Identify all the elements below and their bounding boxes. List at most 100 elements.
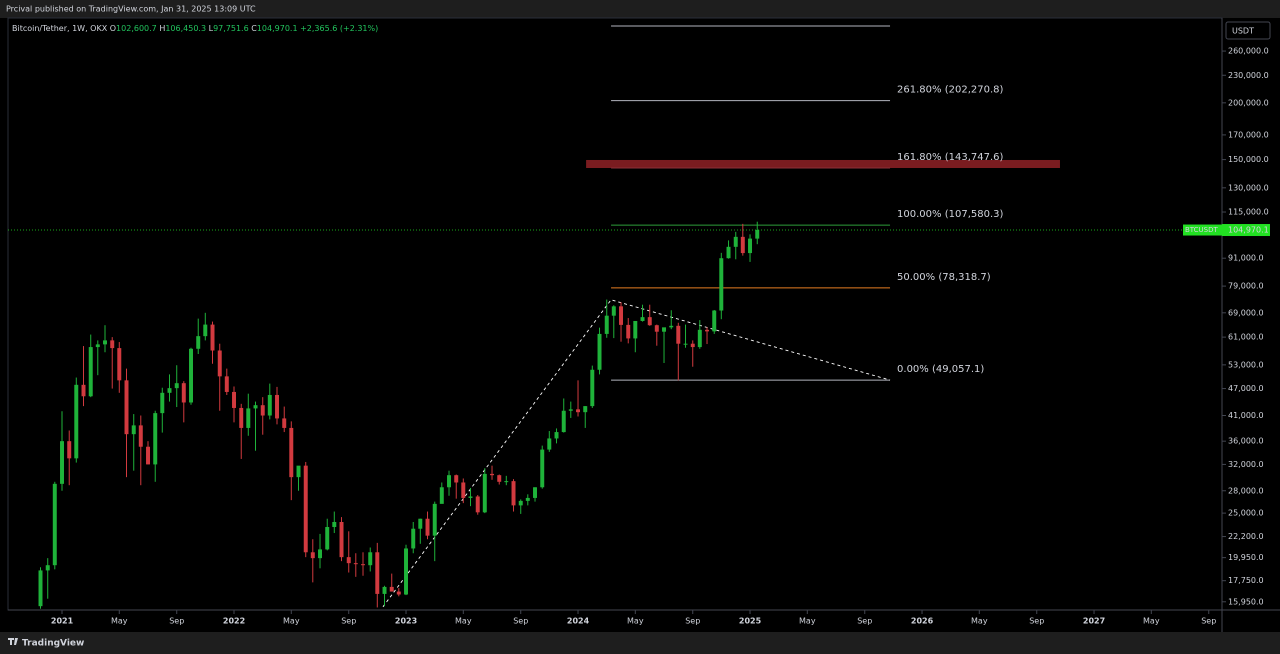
candle-body — [239, 407, 244, 428]
x-tick-label: Sep — [169, 617, 184, 626]
currency-box[interactable] — [1225, 21, 1271, 40]
x-tick-label: May — [799, 617, 816, 626]
legend: Bitcoin/Tether, 1W, OKX O102,600.7 H106,… — [12, 24, 378, 33]
candle-body — [368, 552, 373, 566]
candle-body — [224, 376, 229, 392]
candle-body — [189, 348, 193, 403]
candle-body — [561, 410, 566, 433]
x-tick-label: Sep — [685, 617, 700, 626]
candle-body — [755, 230, 760, 239]
candle-body — [60, 441, 64, 484]
candle-body — [669, 325, 674, 328]
bottom-bar — [0, 632, 1280, 654]
top-bar — [0, 0, 1280, 18]
candle-body — [583, 406, 588, 413]
candle-body — [167, 388, 172, 393]
candle-body — [52, 483, 57, 566]
candle-body — [260, 405, 265, 416]
y-tick-label: 61,000.0 — [1228, 333, 1264, 342]
candle-body — [67, 441, 72, 459]
candle-body — [461, 482, 466, 498]
candle-body — [719, 258, 724, 311]
candle-body — [81, 384, 86, 397]
candle-body — [396, 591, 401, 595]
candle-body — [468, 496, 473, 498]
candle-body — [712, 310, 717, 332]
candle-body — [418, 518, 423, 529]
candle-body — [533, 487, 538, 498]
ohlc-value: 97,751.6 — [213, 24, 249, 33]
candle-body — [153, 413, 158, 465]
y-tick-label: 200,000.0 — [1228, 98, 1269, 107]
y-tick-label: 15,950.0 — [1228, 597, 1264, 606]
y-tick-label: 53,000.0 — [1228, 360, 1264, 369]
fib-label: 100.00% (107,580.3) — [897, 209, 1003, 220]
x-tick-label: 2022 — [223, 617, 245, 626]
x-tick-label: May — [627, 617, 644, 626]
candle-body — [525, 497, 530, 501]
y-tick-label: 28,000.0 — [1228, 486, 1264, 495]
candle-body — [568, 409, 573, 411]
candle-body — [289, 427, 294, 478]
candle-body — [439, 487, 444, 504]
price-badge — [1222, 224, 1270, 237]
candle-body — [705, 329, 710, 332]
y-tick-label: 25,000.0 — [1228, 509, 1264, 518]
candle-body — [310, 552, 315, 559]
x-tick-label: 2024 — [567, 617, 590, 626]
ohlc-key: L — [208, 24, 214, 33]
x-tick-label: May — [455, 617, 472, 626]
candle-body — [683, 343, 688, 345]
candle-body — [447, 475, 452, 488]
candle-body — [339, 521, 344, 558]
candle-body — [554, 432, 559, 439]
x-tick-label: May — [111, 617, 128, 626]
candle-body — [196, 336, 201, 349]
candle-body — [475, 496, 480, 513]
y-tick-label: 230,000.0 — [1228, 71, 1269, 80]
x-tick-label: 2021 — [51, 617, 74, 626]
fib-label: 261.80% (202,270.8) — [897, 85, 1003, 96]
candle-body — [654, 325, 659, 332]
candle-body — [232, 391, 236, 408]
candle-body — [117, 348, 122, 381]
fib-label: 0.00% (49,057.1) — [897, 364, 984, 375]
change: +2,365.6 (+2.31%) — [300, 24, 379, 33]
candle-body — [74, 384, 79, 459]
candle-body — [267, 394, 272, 416]
candle-body — [482, 473, 487, 513]
candle-body — [619, 306, 624, 325]
x-tick-label: Sep — [1201, 617, 1216, 626]
candle-body — [590, 369, 595, 407]
candle-body — [389, 586, 394, 592]
ohlc-value: 102,600.7 — [116, 24, 157, 33]
candle-body — [203, 324, 208, 337]
candle-body — [576, 409, 581, 413]
symbol-badge-label: BTCUSDT — [1185, 226, 1219, 234]
ohlc-key: C — [251, 24, 257, 33]
y-tick-label: 17,750.0 — [1228, 576, 1264, 585]
candle-body — [275, 394, 279, 419]
candle-body — [332, 521, 337, 528]
x-tick-label: Sep — [857, 617, 872, 626]
candle-body — [160, 392, 165, 414]
y-tick-label: 36,000.0 — [1228, 437, 1264, 446]
x-tick-label: 2023 — [395, 617, 417, 626]
candle-body — [676, 325, 681, 344]
y-tick-label: 150,000.0 — [1228, 155, 1269, 164]
candle-body — [210, 324, 215, 351]
candle-body — [733, 236, 738, 247]
candle-body — [346, 557, 351, 564]
fib-label: 161.80% (143,747.6) — [897, 152, 1003, 163]
candle-body — [518, 500, 523, 506]
candle-body — [246, 408, 251, 428]
candle-body — [547, 438, 552, 450]
candle-body — [404, 548, 409, 595]
y-tick-label: 41,000.0 — [1228, 411, 1264, 420]
currency: USDT — [1232, 27, 1254, 36]
candle-body — [454, 475, 459, 483]
candle-body — [511, 481, 516, 506]
y-tick-label: 130,000.0 — [1228, 183, 1269, 192]
